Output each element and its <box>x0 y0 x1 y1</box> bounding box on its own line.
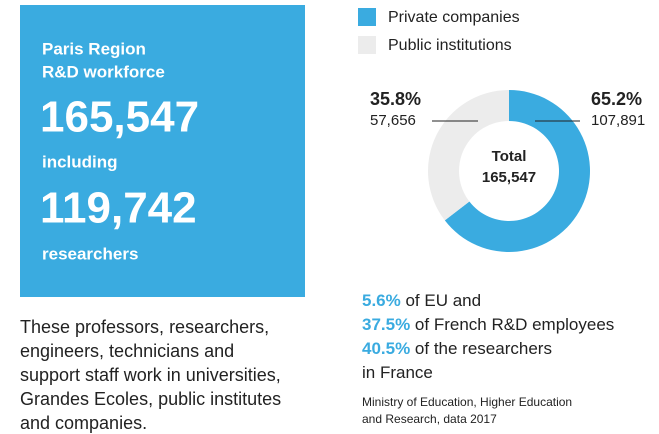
source: Ministry of Education, Higher Education <box>362 395 572 409</box>
panel-box <box>20 5 305 297</box>
legend-swatch <box>358 8 376 26</box>
fact-text: of the researchers <box>410 339 552 358</box>
panel-researchers-count: 119,742 <box>40 184 197 233</box>
fact-text: of EU and <box>401 291 481 310</box>
legend-label: Public institutions <box>388 37 512 54</box>
fact: 37.5% of French R&D employees <box>362 315 614 334</box>
description-line: Grandes Ecoles, public institutes <box>20 389 281 409</box>
source: and Research, data 2017 <box>362 412 497 426</box>
panel-researchers: researchers <box>42 244 138 263</box>
fact: in France <box>362 363 433 382</box>
fact-highlight: 37.5% <box>362 315 410 334</box>
panel-title: Paris Region <box>42 39 146 58</box>
fact: 40.5% of the researchers <box>362 339 552 358</box>
panel-including: including <box>42 152 118 171</box>
count-label: 107,891 <box>591 112 645 129</box>
center-value: 165,547 <box>482 169 536 186</box>
description-line: support staff work in universities, <box>20 365 281 385</box>
center-label: Total <box>492 148 527 165</box>
legend-label: Private companies <box>388 9 520 26</box>
description-line: These professors, researchers, <box>20 317 269 337</box>
fact-highlight: 5.6% <box>362 291 401 310</box>
description-line: and companies. <box>20 413 147 433</box>
description-line: engineers, technicians and <box>20 341 234 361</box>
donut-slice <box>444 90 590 252</box>
legend-swatch <box>358 36 376 54</box>
donut-slice <box>428 90 509 221</box>
panel-total: 165,547 <box>40 93 199 142</box>
value-label: 65.2% <box>591 89 642 109</box>
value-label: 35.8% <box>370 89 421 109</box>
panel-title: R&D workforce <box>42 62 165 81</box>
fact-text: of French R&D employees <box>410 315 614 334</box>
fact-highlight: 40.5% <box>362 339 410 358</box>
fact: 5.6% of EU and <box>362 291 481 310</box>
fact-text: in France <box>362 363 433 382</box>
count-label: 57,656 <box>370 112 416 129</box>
